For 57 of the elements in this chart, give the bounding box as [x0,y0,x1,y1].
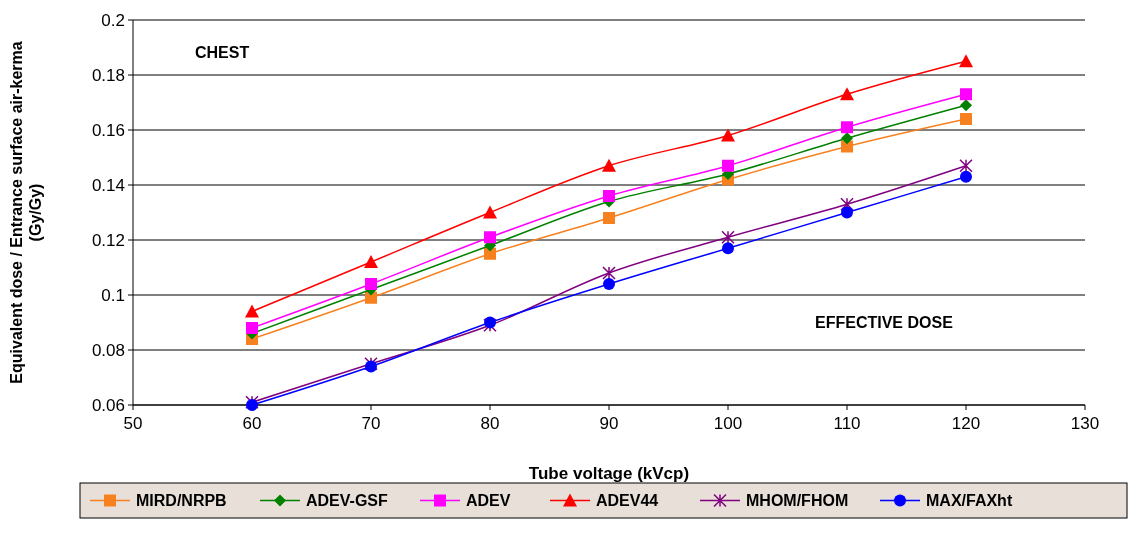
y-tick-label: 0.2 [101,10,125,30]
point [959,159,973,173]
legend-label: ADEV44 [596,492,659,510]
point [603,278,615,290]
point [840,87,854,101]
legend-label: MHOM/FHOM [746,492,849,510]
point [364,255,378,268]
x-tick-label: 110 [833,414,861,433]
point [603,190,615,202]
point [960,113,972,125]
point [959,54,973,68]
point [960,170,972,183]
x-tick-label: 50 [123,414,143,433]
y-axis-title: Equivalent dose / Entrance surface air-kerma (Gy/Gy) [8,41,45,384]
point [841,132,853,145]
y-tick-label: 0.1 [101,285,125,305]
x-tick-label: 60 [242,414,262,433]
legend-label: ADEV [466,492,511,510]
x-axis-title: Tube voltage (kVcp) [528,464,690,483]
point [960,88,972,101]
y-tick-label: 0.12 [91,230,125,250]
legend-label: MAX/FAXht [926,492,1013,510]
y-tick-label: 0.08 [91,340,125,360]
x-tick-label: 130 [1070,414,1100,433]
point [365,291,377,304]
point [960,99,972,112]
legend-label: ADEV-GSF [306,492,389,510]
point [246,322,258,334]
point [841,140,853,153]
point [722,159,734,172]
annotation: CHEST [195,44,250,61]
y-tick-label: 0.18 [91,65,125,85]
legend-label: MIRD/NRPB [136,492,227,510]
point [365,278,377,290]
point [721,128,735,142]
x-tick-label: 80 [480,414,500,433]
point [246,399,258,411]
point [603,212,615,224]
point [245,304,259,318]
x-tick-label: 70 [361,414,381,433]
point [602,266,616,280]
point [483,205,497,219]
annotation: EFFECTIVE DOSE [815,314,954,331]
point [602,158,616,172]
point [722,242,734,255]
point [721,230,735,244]
y-tick-label: 0.16 [91,120,125,140]
y-tick-label: 0.06 [91,395,125,415]
x-tick-label: 90 [599,414,619,433]
point [841,206,853,219]
y-tick-label: 0.14 [91,175,125,195]
point [484,231,496,244]
point [484,247,496,260]
point [840,197,854,211]
x-tick-label: 100 [713,414,743,433]
point [841,121,853,134]
x-tick-label: 120 [951,414,981,433]
